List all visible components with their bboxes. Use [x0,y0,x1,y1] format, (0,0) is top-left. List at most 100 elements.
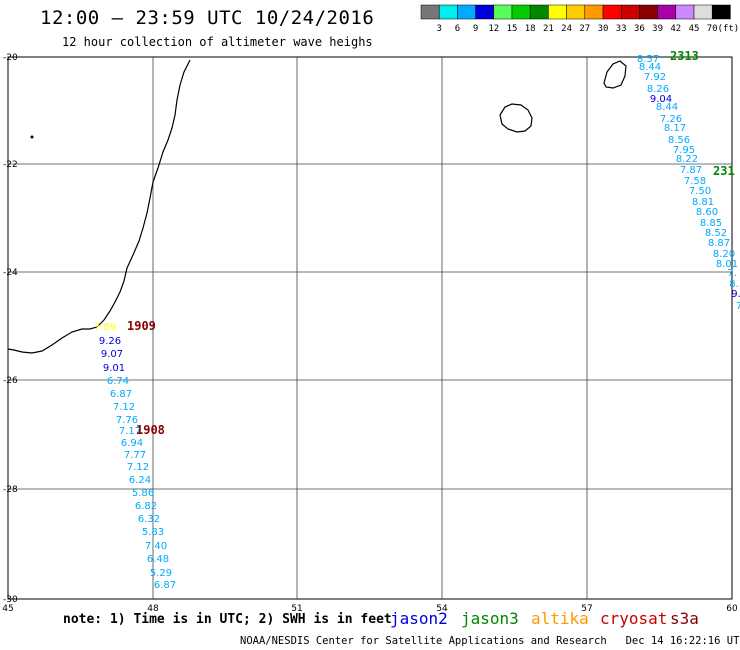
satellite-legend-jason3: jason3 [461,609,519,628]
swh-value-label: 8.17 [664,123,686,134]
colorbar-tick-label: 33 [616,24,627,34]
colorbar-tick-label: 12 [488,24,499,34]
colorbar-swatch [493,4,513,20]
satellite-tracks: 7.89 9.26 9.07 9.01 6.74 6.87 7.12 7.767.176.94… [94,49,740,591]
swh-value-label: 7.50 [689,186,711,197]
longitude-tick-label: 48 [147,604,159,614]
swh-value-label: 8.44 [656,102,678,113]
pass-time-label: 1908 [136,423,165,437]
pass-time-label: 231 [713,164,735,178]
swh-value-label: 6.74 [107,376,129,387]
latitude-tick-label: -22 [3,160,18,170]
swh-value-label: 7.89 [94,322,116,333]
figure-subtitle: 12 hour collection of altimeter wave hei… [62,35,373,49]
colorbar-tick-label: 30 [598,24,609,34]
swh-value-label: 8.57 [637,54,659,65]
colorbar-tick-label: 18 [525,24,536,34]
latitude-tick-label: -30 [3,595,18,605]
swh-value-label: 6.48 [147,554,169,565]
colorbar-swatch [438,4,458,20]
swh-value-label: 8.87 [708,238,730,249]
mauritius-island [603,60,627,89]
swh-value-label: 7.12 [113,402,135,413]
swh-value-label: 8.01 [716,259,738,270]
colorbar-tick-label: 15 [507,24,518,34]
colorbar-swatch [548,4,567,20]
latitude-tick-label: -20 [3,53,18,63]
longitude-tick-label: 45 [2,604,13,614]
swh-value-label: 8.20 [713,249,735,260]
swh-value-label: 7.17 [119,426,141,437]
swh-value-label: 6.87 [154,580,176,591]
swh-value-label: 7.12 [127,462,149,473]
colorbar-swatch [529,4,549,20]
swh-value-label: 5.29 [150,568,172,579]
colorbar-swatch [657,4,677,20]
swh-value-label: 9.07 [101,349,123,360]
colorbar-swatch [420,4,440,20]
swh-value-label: 8.85 [700,218,722,229]
colorbar-swatch [711,4,731,20]
swh-value-label: 7.92 [644,72,666,83]
swh-value-label: 8.44 [639,62,661,73]
credit-line: NOAA/NESDIS Center for Satellite Applica… [240,635,740,647]
swh-value-label: 5.83 [142,527,164,538]
colorbar-swatch [584,4,604,20]
longitude-tick-label: 54 [436,604,448,614]
colorbar-tick-label: 21 [543,24,554,34]
coastlines [7,59,627,354]
swh-value-label: 9.26 [99,336,121,347]
colorbar-tick-label: 27 [579,24,590,34]
satellite-legend-s3a: s3a [670,609,699,628]
swh-value-label: 7 [736,301,740,312]
colorbar-swatch [475,4,495,20]
swh-value-label: 9.04 [650,94,672,105]
colorbar-tick-label: 42 [670,24,681,34]
pass-time-label: 1909 [127,319,156,333]
swh-value-label: 5.86 [132,488,154,499]
swh-value-label: 7.77 [124,450,146,461]
swh-value-label: 7. [727,268,737,279]
reunion-island [499,103,533,133]
colorbar-swatch [639,4,658,20]
swh-value-label: 6.82 [135,501,157,512]
colorbar-swatch [457,4,476,20]
footnote: note: 1) Time is in UTC; 2) SWH is in fe… [63,612,392,627]
swh-value-label: 9.01 [103,363,125,374]
swh-value-label: 8.60 [696,207,718,218]
figure-title: 12:00 — 23:59 UTC 10/24/2016 [40,7,375,29]
madagascar-coast [7,59,191,354]
swh-value-label: 6.24 [129,475,151,486]
swh-value-label: 6.32 [138,514,160,525]
colorbar-tick-label: (ft) [718,24,740,34]
swh-value-label: 8.22 [676,154,698,165]
swh-value-label: 7.76 [116,415,138,426]
colorbar-tick-label: 9 [473,24,478,34]
colorbar-tick-label: 6 [455,24,460,34]
latitude-tick-label: -24 [3,268,18,278]
swh-value-label: 6.94 [121,438,143,449]
swh-value-label: 8.56 [668,135,690,146]
colorbar-swatch [693,4,713,20]
swh-value-label: 8.26 [647,84,669,95]
colorbar-swatch [566,4,586,20]
colorbar-swatch [602,4,622,20]
wave-height-colorbar: 3 6 9 12 15 18 21 24 27 30 33 36 39 42 45 70 (ft) [420,4,740,34]
satellite-legend-jason2: jason2 [390,609,448,628]
pass-time-label: 2313 [670,49,699,63]
swh-value-label: 8. [729,279,739,290]
latitude-tick-label: -26 [3,376,18,386]
small-island [30,135,34,139]
satellite-legend-altika: altika [531,609,589,628]
colorbar-tick-label: 24 [561,24,572,34]
swh-value-label: 8.52 [705,228,727,239]
colorbar-swatch [620,4,640,20]
swh-value-label: 7.95 [673,145,695,156]
colorbar-tick-label: 45 [689,24,700,34]
colorbar-tick-label: 36 [634,24,645,34]
longitude-tick-label: 60 [726,604,738,614]
lat-lon-grid: 45 48 51 54 57 60 -20 -22 -24 -26 -28 -30 [2,53,738,614]
swh-value-label: 7.26 [660,114,682,125]
